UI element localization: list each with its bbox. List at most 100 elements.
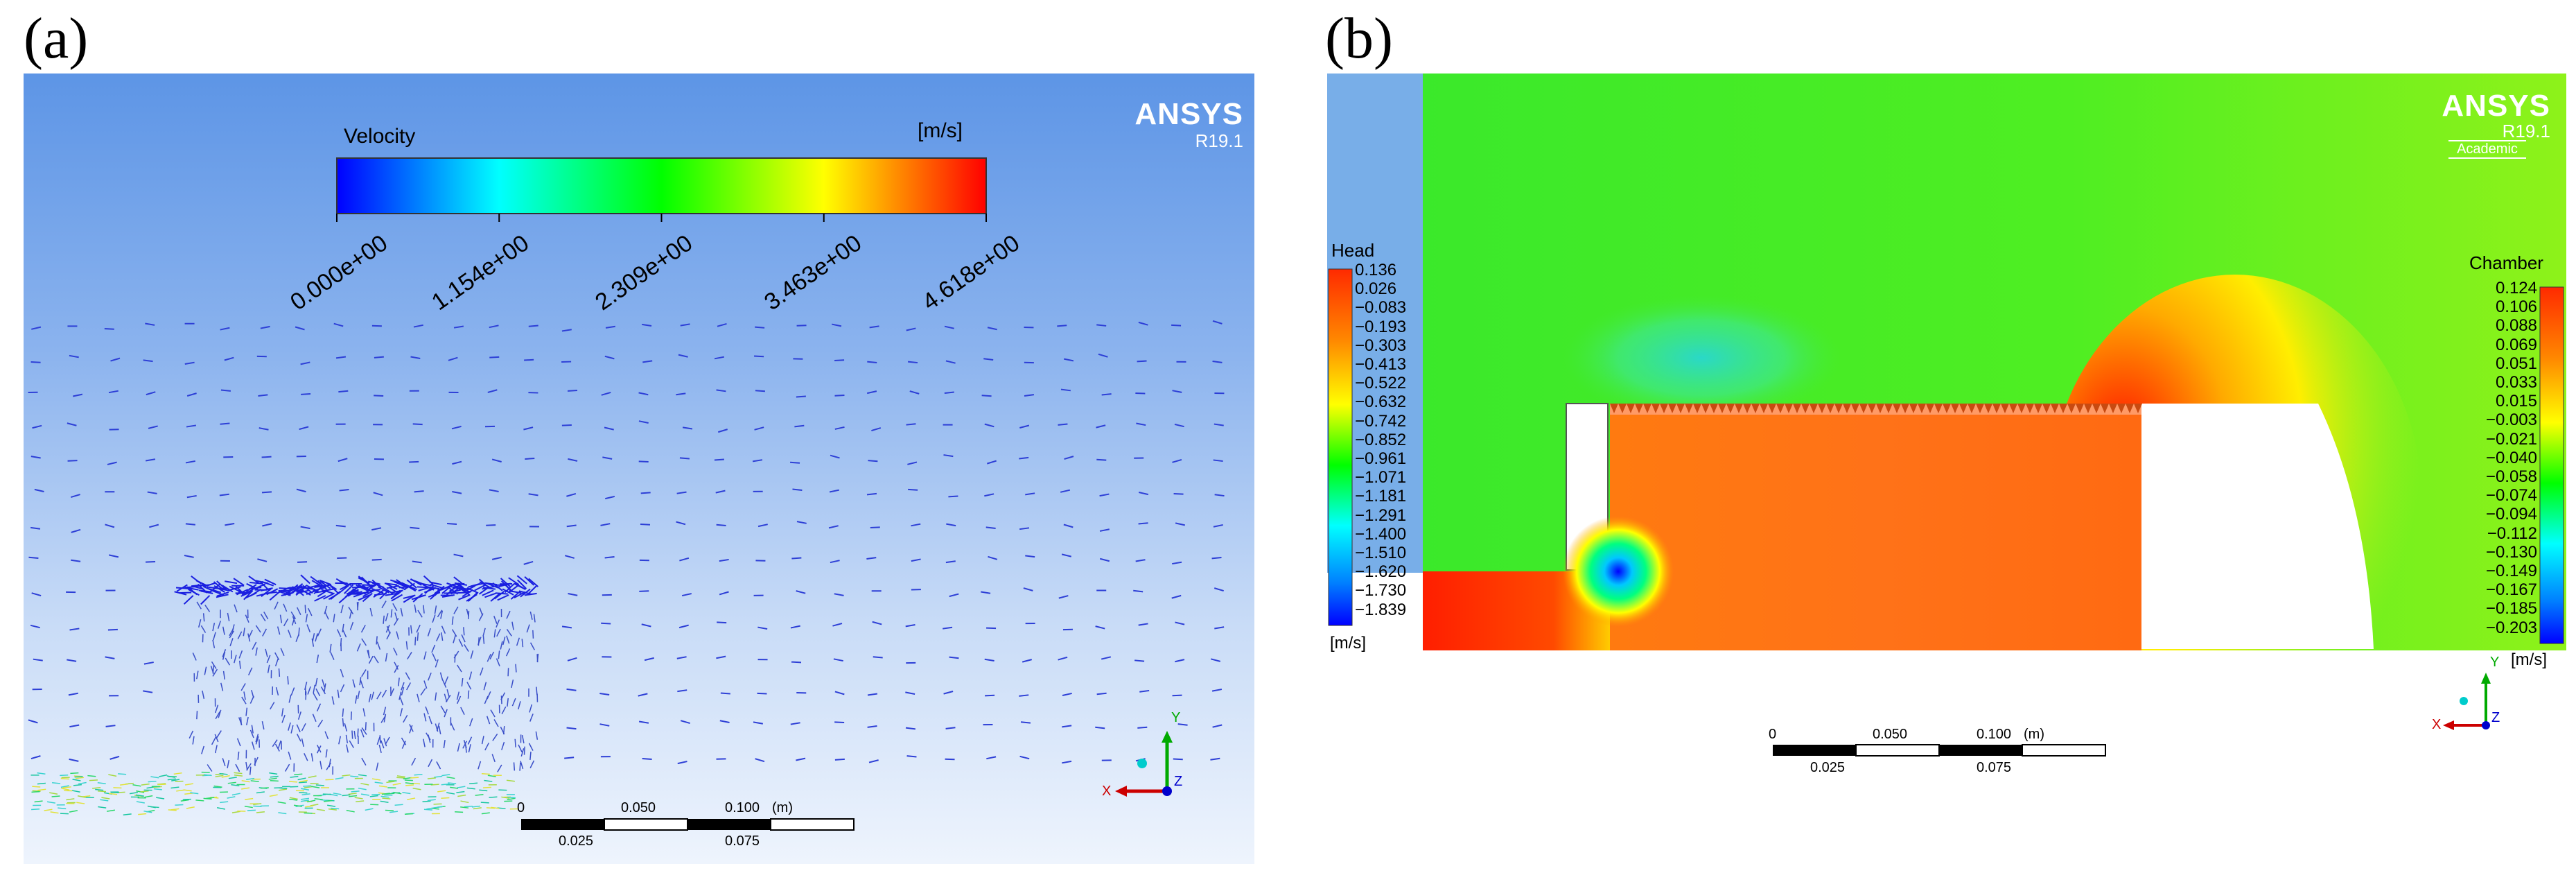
velocity-vector xyxy=(71,559,81,562)
velocity-vector xyxy=(450,786,459,789)
velocity-vector xyxy=(456,695,462,705)
velocity-vector xyxy=(289,587,301,594)
velocity-vector xyxy=(371,587,384,594)
velocity-vector xyxy=(502,588,514,596)
velocity-vector xyxy=(118,773,127,775)
velocity-vector xyxy=(486,582,499,589)
velocity-vector xyxy=(441,774,450,777)
velocity-vector xyxy=(796,521,807,524)
velocity-vector xyxy=(319,761,322,770)
velocity-vector xyxy=(323,799,333,802)
velocity-vector xyxy=(640,492,651,494)
velocity-vector xyxy=(471,805,480,808)
velocity-vector xyxy=(1019,527,1030,530)
chamber-tooth xyxy=(1951,404,1959,413)
velocity-vector xyxy=(207,764,213,772)
velocity-vector xyxy=(484,779,493,782)
velocity-vector xyxy=(292,616,297,625)
velocity-vector xyxy=(988,555,998,560)
velocity-vector xyxy=(486,716,491,725)
velocity-vector xyxy=(216,806,226,810)
velocity-vector xyxy=(441,783,450,786)
velocity-vector xyxy=(293,804,302,807)
velocity-vector xyxy=(453,634,457,643)
velocity-vector xyxy=(342,718,344,727)
velocity-vector xyxy=(381,600,387,609)
velocity-vector xyxy=(524,358,534,361)
velocity-vector xyxy=(426,732,431,741)
velocity-vector xyxy=(229,630,235,639)
velocity-vector xyxy=(361,757,367,766)
velocity-vector xyxy=(37,782,46,785)
velocity-vector xyxy=(441,797,450,799)
panel-b-label: (b) xyxy=(1325,6,1393,71)
velocity-vector xyxy=(216,594,229,598)
scale-label: 0.100 xyxy=(725,800,760,815)
velocity-vector xyxy=(240,683,246,691)
velocity-vector xyxy=(32,786,41,788)
velocity-vector xyxy=(453,325,464,329)
axis-z-label: Z xyxy=(1174,774,1183,789)
velocity-vector xyxy=(348,793,357,795)
velocity-vector xyxy=(222,626,225,635)
velocity-vector xyxy=(834,758,845,761)
velocity-vector xyxy=(1171,594,1182,599)
velocity-vector xyxy=(150,806,159,809)
velocity-vector xyxy=(281,714,286,723)
velocity-vector xyxy=(329,643,332,652)
velocity-vector xyxy=(796,325,807,327)
chamber-tooth xyxy=(1685,404,1693,413)
head-colorbar-value: −1.730 xyxy=(1355,581,1407,600)
velocity-vector xyxy=(338,458,348,463)
velocity-vector xyxy=(150,776,159,779)
velocity-vector xyxy=(516,575,527,585)
velocity-vector xyxy=(185,460,195,464)
velocity-vector xyxy=(339,580,352,587)
velocity-vector xyxy=(290,687,295,696)
chamber-tooth xyxy=(1909,404,1918,413)
velocity-vector xyxy=(301,723,306,732)
velocity-vector xyxy=(254,757,259,766)
chamber-tooth xyxy=(2026,404,2034,413)
velocity-vector xyxy=(333,614,335,623)
velocity-vector xyxy=(315,677,318,686)
velocity-vector xyxy=(868,759,879,763)
velocity-vector xyxy=(1212,320,1223,325)
velocity-vector xyxy=(945,560,956,564)
velocity-vector xyxy=(340,605,344,614)
velocity-vector xyxy=(985,694,995,697)
velocity-vector xyxy=(146,786,155,789)
velocity-vector xyxy=(444,676,449,684)
velocity-vector xyxy=(561,424,572,426)
velocity-vector xyxy=(468,582,480,588)
velocity-vector xyxy=(1172,390,1182,393)
velocity-vector xyxy=(211,661,217,669)
velocity-vector xyxy=(523,560,534,565)
velocity-vector xyxy=(483,587,496,590)
velocity-vector xyxy=(256,811,265,813)
velocity-vector xyxy=(457,664,462,673)
velocity-vector xyxy=(561,625,572,629)
velocity-vector xyxy=(351,730,353,739)
velocity-vector xyxy=(390,609,393,618)
velocity-vector xyxy=(677,761,687,765)
velocity-vector xyxy=(358,594,370,601)
velocity-vector xyxy=(184,361,195,365)
velocity-vector xyxy=(402,791,411,795)
velocity-vector xyxy=(385,652,388,662)
velocity-vector xyxy=(275,687,279,696)
velocity-vector xyxy=(386,781,395,784)
velocity-vector xyxy=(214,734,219,743)
velocity-vector xyxy=(225,657,231,666)
velocity-vector xyxy=(360,783,369,786)
velocity-vector xyxy=(369,607,373,616)
velocity-vector xyxy=(184,555,194,558)
velocity-vector xyxy=(262,523,272,527)
velocity-colorbar xyxy=(336,157,987,214)
chamber-tooth xyxy=(1976,404,1984,413)
velocity-vector xyxy=(948,495,958,498)
velocity-vector xyxy=(259,427,269,431)
velocity-vector xyxy=(529,704,533,713)
velocity-vector xyxy=(297,777,306,781)
velocity-vector xyxy=(109,755,120,760)
